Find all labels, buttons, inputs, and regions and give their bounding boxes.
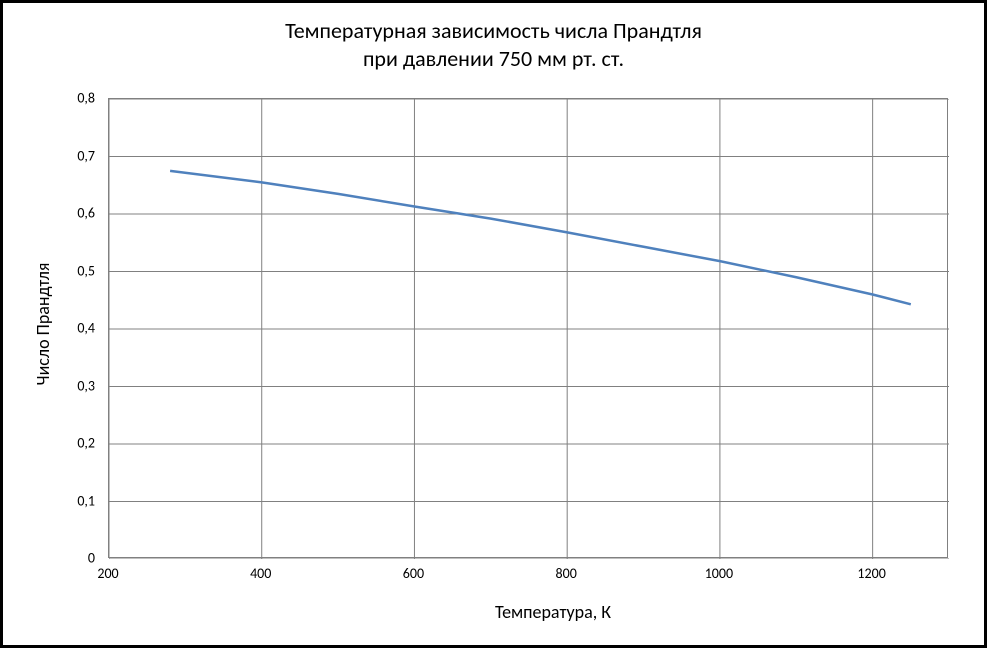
y-tick-label: 0,4 xyxy=(77,320,95,337)
x-tick-label: 1200 xyxy=(857,565,885,582)
plot-area xyxy=(108,98,948,558)
x-tick-label: 800 xyxy=(556,565,577,582)
y-tick-label: 0,2 xyxy=(77,435,95,452)
plot-svg xyxy=(109,99,949,559)
x-tick-label: 400 xyxy=(250,565,271,582)
y-tick-label: 0 xyxy=(88,550,95,567)
y-tick-label: 0,5 xyxy=(77,262,95,279)
x-axis-title: Температура, К xyxy=(403,601,703,623)
x-tick-label: 200 xyxy=(97,565,118,582)
x-tick-label: 600 xyxy=(403,565,424,582)
chart-title-line2: при давлении 750 мм рт. ст. xyxy=(363,45,624,72)
y-tick-label: 0,6 xyxy=(77,205,95,222)
y-tick-label: 0,1 xyxy=(77,492,95,509)
chart-frame: Температурная зависимость числа Прандтля… xyxy=(0,0,987,648)
y-tick-label: 0,8 xyxy=(77,90,95,107)
chart-title: Температурная зависимость числа Прандтля… xyxy=(3,17,984,72)
y-tick-label: 0,7 xyxy=(77,147,95,164)
y-axis-title: Число Прандтля xyxy=(32,224,54,424)
data-line xyxy=(170,171,911,304)
chart-title-line1: Температурная зависимость числа Прандтля xyxy=(285,17,702,44)
x-tick-label: 1000 xyxy=(705,565,733,582)
y-tick-label: 0,3 xyxy=(77,377,95,394)
